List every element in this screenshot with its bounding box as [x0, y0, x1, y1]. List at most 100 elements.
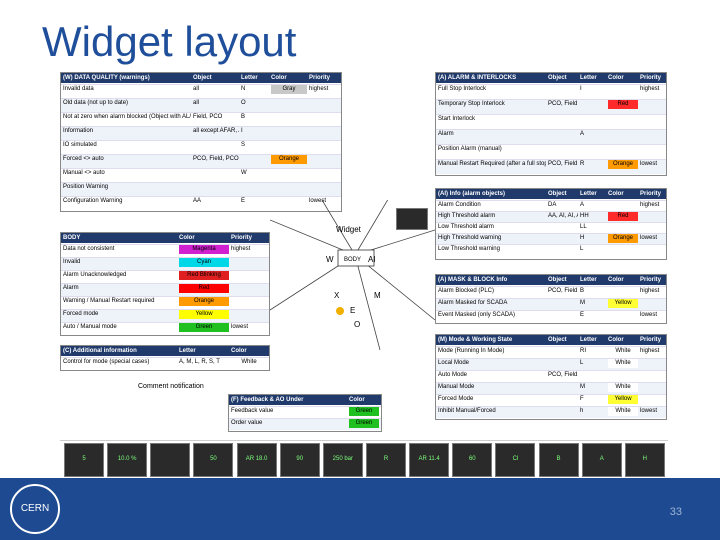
table-row: Manual Mode M White: [436, 382, 666, 394]
widget-example-tile[interactable]: [150, 443, 191, 477]
table-row: Feedback value Green: [229, 406, 381, 418]
table-cell: Invalid: [63, 259, 81, 265]
table-row: Invalid Cyan: [61, 257, 269, 270]
header-cell: (AI) Info (alarm objects): [438, 191, 506, 197]
table-cell: Warning / Manual Restart required: [63, 298, 155, 304]
widget-example-tile[interactable]: 60: [452, 443, 493, 477]
slide-title: Widget layout: [42, 18, 297, 65]
page-number: 33: [669, 506, 682, 518]
table-header: (C) Additional information Letter Color: [61, 346, 269, 356]
table-row: Forced Mode F Yellow: [436, 394, 666, 406]
table-cell: all: [193, 100, 200, 106]
header-cell: Priority: [640, 191, 662, 197]
table-cell: R: [580, 161, 585, 167]
body-color-table: BODY Color Priority Data not consistent Mage…: [60, 232, 270, 336]
widget-label-m: M: [374, 291, 381, 300]
mask-block-table: (A) MASK & BLOCK Info Object Letter Color Pr…: [435, 274, 667, 324]
cern-logo: CERN: [10, 484, 60, 534]
table-cell: Green: [349, 419, 379, 428]
table-row: Low Threshold warning L: [436, 244, 666, 255]
tile-value: R: [383, 456, 389, 462]
widget-example-tile[interactable]: Cl: [495, 443, 536, 477]
table-cell: O: [241, 100, 246, 106]
table-cell: Green: [349, 407, 379, 416]
table-cell: A: [580, 202, 585, 208]
widget-example-tile[interactable]: AR 18.0: [236, 443, 277, 477]
table-cell: Low Threshold warning: [438, 246, 500, 252]
table-row: Local Mode L White: [436, 358, 666, 370]
header-cell: BODY: [63, 235, 81, 241]
widget-example-tile[interactable]: 90: [279, 443, 320, 477]
table-cell: Information: [63, 128, 94, 134]
tile-value: 50: [210, 456, 217, 462]
table-cell: RI: [580, 348, 586, 354]
table-cell: highest: [640, 86, 660, 92]
tile-value: H: [642, 456, 648, 462]
table-cell: M: [580, 384, 585, 390]
widget-example-tile[interactable]: 250 bar: [322, 443, 363, 477]
widget-preview-icon: [396, 208, 428, 230]
table-cell: Orange: [179, 297, 229, 306]
header-cell: Letter: [580, 337, 597, 343]
table-row: Alarm A: [436, 129, 666, 144]
tile-value: A: [599, 456, 604, 462]
header-cell: Object: [548, 337, 567, 343]
tile-value: Cl: [512, 456, 519, 462]
table-cell: F: [580, 396, 584, 402]
widget-example-tile[interactable]: B: [538, 443, 579, 477]
tile-value: 5: [82, 456, 86, 462]
table-row: Position Alarm (manual): [436, 144, 666, 159]
header-cell: Letter: [241, 75, 258, 81]
widget-diagram: Widget W AI BODY X M E O: [270, 200, 435, 350]
table-row: Warning / Manual Restart required Orange: [61, 296, 269, 309]
header-cell: (F) Feedback & AO Under: [231, 397, 304, 403]
widget-example-tile[interactable]: 5: [64, 443, 104, 477]
widget-label-w: W: [326, 255, 334, 264]
table-cell: PCO, Field: [548, 101, 578, 107]
table-cell: Forced Mode: [438, 396, 474, 402]
widget-example-tile[interactable]: 10.0 %: [107, 443, 148, 477]
feedback-table: (F) Feedback & AO Under Color Feedback val…: [228, 394, 382, 432]
table-cell: Green: [179, 323, 229, 332]
table-cell: PCO, Field: [548, 161, 578, 167]
table-cell: H: [580, 235, 585, 241]
table-row: Position Warning: [61, 182, 341, 196]
header-cell: Priority: [640, 75, 662, 81]
table-row: Start Interlock: [436, 114, 666, 129]
table-cell: AA, AI, AI, AO, AIR: [548, 213, 578, 219]
table-cell: Auto Mode: [438, 372, 468, 378]
header-cell: Letter: [580, 191, 597, 197]
table-cell: Temporary Stop Interlock: [438, 101, 505, 107]
table-cell: Yellow: [608, 395, 638, 404]
widget-example-tile[interactable]: H: [624, 443, 665, 477]
widget-example-tile[interactable]: 50: [193, 443, 234, 477]
table-cell: lowest: [640, 408, 658, 414]
table-cell: B: [241, 114, 246, 120]
table-cell: White: [608, 347, 638, 356]
table-cell: Forced mode: [63, 311, 99, 317]
table-cell: Local Mode: [438, 360, 470, 366]
widget-example-tile[interactable]: R: [366, 443, 406, 477]
table-cell: h: [580, 408, 584, 414]
widget-example-tile[interactable]: A: [581, 443, 622, 477]
table-row: Order value Green: [229, 418, 381, 430]
table-cell: Red Blinking: [179, 271, 229, 280]
table-header: BODY Color Priority: [61, 233, 269, 243]
widget-example-tile[interactable]: AR 11.4: [409, 443, 450, 477]
header-cell: Letter: [179, 348, 196, 354]
header-cell: Color: [231, 348, 247, 354]
table-cell: L: [580, 246, 584, 252]
table-cell: High Threshold warning: [438, 235, 502, 241]
table-cell: lowest: [640, 312, 658, 318]
table-cell: White: [231, 358, 267, 367]
table-cell: Orange: [608, 160, 638, 169]
table-row: Alarm Red: [61, 283, 269, 296]
table-cell: Invalid data: [63, 86, 94, 92]
table-cell: Feedback value: [231, 408, 274, 414]
table-cell: Orange: [608, 234, 638, 243]
additional-info-table: (C) Additional information Letter Color Con…: [60, 345, 270, 371]
header-cell: (A) MASK & BLOCK Info: [438, 277, 508, 283]
